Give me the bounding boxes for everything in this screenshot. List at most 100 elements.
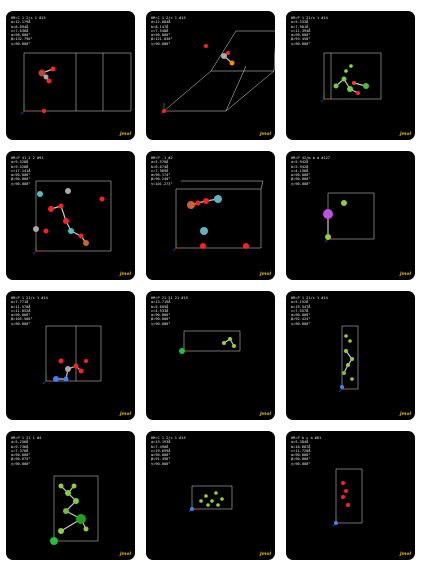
atom [58,203,64,209]
cell-parameter-line: HM:P 21 21 21 #19 [151,296,188,300]
cell-parameter-line: γ=90.000° [291,181,311,186]
cell-parameter-line: β=91.490° [151,457,171,462]
atom [206,503,210,507]
crystal-structure-view [332,468,363,527]
cell-parameter-line: c=4.933Å [151,308,169,313]
cell-parameter-line: HM:P -1 #2 [151,156,173,160]
cell-parameter-line: γ=101.273° [151,181,173,186]
atom [363,83,369,89]
cell-parameter-line: α=90.000° [11,313,31,318]
atom [232,344,236,348]
cell-parameter-line: β=90.000° [291,177,311,182]
atom [46,78,52,84]
atom [43,74,49,80]
structure-panel[interactable]: HM:C 1 2/c 1 #15 a=13.193Å b=7.490Å c=19.65… [146,431,275,560]
atom [200,243,206,249]
cell-parameter-line: b=8.147Å [151,24,169,29]
axis-c [172,247,177,252]
crystal-structure-view [338,325,359,393]
crystal-structure-view [42,325,102,385]
atom [228,337,232,341]
structure-panel[interactable]: HM:P 1 21/n 1 #14 a=5.533Å b=7.901Å c=11.39… [286,11,415,140]
atom [84,359,88,363]
structure-panel[interactable]: HM:P 1 21/c 1 #14 a=5.152Å b=19.547Å c=7.55… [286,291,415,420]
structure-panel[interactable]: HM:C 1 2/c 1 #15 a=12.084Å b=8.147Å c=7.548… [146,11,275,140]
atom [38,69,46,77]
cell-parameter-line: α=90.000° [291,33,311,38]
cell-parameters: HM:P -1 #2 a=5.570Å b=6.674Å c=7.969Å α=96.1… [151,156,173,186]
atom [53,376,59,382]
cell-parameter-line: b=19.547Å [291,304,311,309]
cell-parameter-line: a=13.193Å [151,440,171,445]
atom [190,507,194,511]
atom [346,503,350,507]
cell-parameter-line: γ=90.000° [11,321,31,326]
axis-c [32,250,37,255]
cell-parameters: HM:P 41 2 2 #91 a=9.528Å b=9.528Å c=17.141Å… [11,156,43,186]
structure-panel[interactable]: HM:P 21 21 21 #19 a=13.719Å b=5.605Å c=4.93… [146,291,275,420]
cell-parameters: HM:P 1 21 1 #4 a=5.256Å b=9.736Å c=7.370Å α=… [11,436,41,466]
structure-panel[interactable]: HM:P 42/m b m #127 a=5.942Å b=5.942Å c=4.15… [286,151,415,280]
atom [58,528,64,534]
cell-parameter-line: a=5.533Å [291,20,309,25]
cell-parameter-line: α=90.000° [11,33,31,38]
jmol-logo: Jmol [120,552,131,557]
unit-cell-outline [163,70,275,112]
structure-panel[interactable]: HM:C 1 2/c 1 #15 a=12.179Å b=8.094Å c=7.636… [6,11,135,140]
cell-parameter-line: γ=90.000° [291,41,311,46]
atom [37,191,43,197]
cell-parameter-line: HM:C 1 2/c 1 #15 [151,16,186,20]
jmol-logo: Jmol [120,132,131,137]
structure-panel[interactable]: HM:P b c a #61 a=5.384Å b=18.687Å c=11.720Å… [286,431,415,560]
atom [83,240,89,246]
cell-parameter-line: b=7.901Å [291,24,309,29]
cell-parameter-line: HM:C 1 2/c 1 #15 [11,16,46,20]
crystal-structure-view [179,330,241,355]
atom [65,490,71,496]
atom [195,200,201,206]
atom [200,227,208,235]
cell-parameter-line: b=5.942Å [291,164,309,169]
atom [222,341,226,345]
atom [99,196,105,202]
cell-parameter-line: c=7.557Å [291,308,309,313]
cell-parameter-line: a=5.570Å [151,160,169,165]
cell-parameter-line: b=18.687Å [291,444,311,449]
atom [73,498,79,504]
cell-parameter-line: a=5.152Å [291,300,309,305]
cell-parameter-line: α=90.000° [291,173,311,178]
atom [341,481,345,485]
cell-parameters: HM:P 1 21/c 1 #14 a=5.152Å b=19.547Å c=7.55… [291,296,328,326]
cell-parameter-line: a=7.771Å [11,300,29,305]
axis-c [338,388,343,393]
atom [229,60,235,66]
cell-parameter-line: b=9.736Å [11,444,29,449]
cell-parameter-line: c=17.141Å [11,168,31,173]
cell-parameter-line: α=90.000° [291,313,311,318]
jmol-logo: Jmol [260,412,271,417]
atom [63,218,69,224]
structure-panel[interactable]: HM:P 41 2 2 #91 a=9.528Å b=9.528Å c=17.141Å… [6,151,135,280]
atom [323,209,333,219]
atom [41,108,47,114]
cell-parameter-line: γ=90.000° [291,461,311,466]
cell-parameter-line: γ=90.000° [151,41,171,46]
jmol-logo: Jmol [400,412,411,417]
atom [348,339,352,343]
cell-parameter-line: c=7.548Å [151,28,169,33]
atom [342,371,346,375]
cell-parameter-line: α=90.000° [151,313,171,318]
jmol-logo: Jmol [260,272,271,277]
axis-c [42,380,47,385]
jmol-logo: Jmol [260,552,271,557]
cell-parameter-line: b=7.490Å [151,444,169,449]
structure-panel[interactable]: HM:P 1 21/c 1 #14 a=7.771Å b=11.570Å c=11.0… [6,291,135,420]
atom [346,363,350,367]
structure-panel[interactable]: HM:P -1 #2 a=5.570Å b=6.674Å c=7.969Å α=96.1… [146,151,275,280]
cell-parameter-line: γ=90.000° [11,41,31,46]
structure-panel[interactable]: HM:P 1 21 1 #4 a=5.256Å b=9.736Å c=7.370Å α=… [6,431,135,560]
cell-parameters: HM:P 42/m b m #127 a=5.942Å b=5.942Å c=4.15… [291,156,330,186]
cell-parameter-line: HM:P 42/m b m #127 [291,156,330,160]
atom [340,385,344,389]
